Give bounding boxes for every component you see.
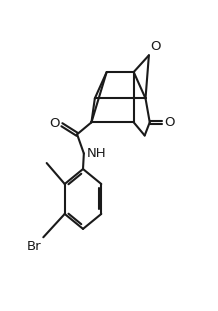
- Text: O: O: [164, 116, 175, 129]
- Text: O: O: [49, 117, 59, 130]
- Text: Br: Br: [27, 240, 42, 253]
- Text: O: O: [151, 40, 161, 53]
- Text: NH: NH: [86, 147, 106, 160]
